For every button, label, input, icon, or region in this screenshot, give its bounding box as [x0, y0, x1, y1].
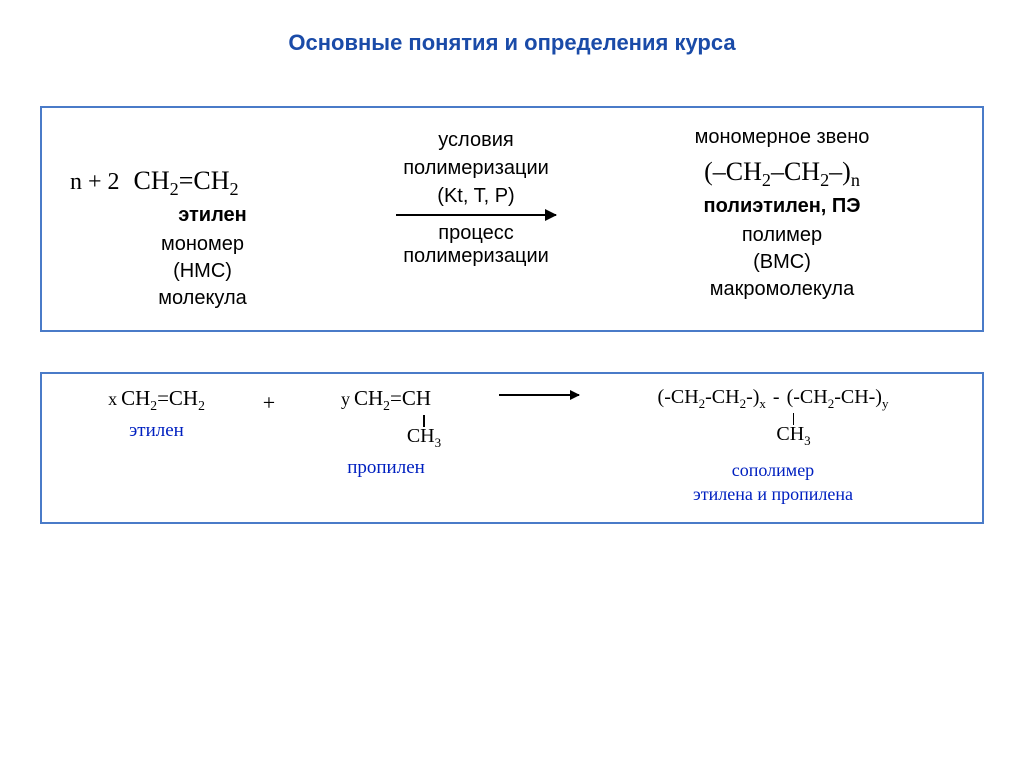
process-column: условияполимеризации(Kt, T, P) процесспо…	[323, 126, 629, 268]
ethylene-formula: CH2=CH2	[134, 166, 239, 200]
copolymer-product-col: (-CH2-CH2-)x - (-CH2-CH-)y CH3 сополимер…	[593, 386, 953, 506]
reaction-arrow2	[499, 394, 579, 396]
product-name: полиэтилен, ПЭ	[629, 195, 935, 218]
propylene-col: yCH2=CH CH3 пропилен	[287, 386, 485, 479]
reactant-column: n + 2 CH2=CH2 этилен мономер(HMC)молекул…	[62, 126, 323, 312]
product-column: мономерное звено (–CH2–CH2–)n полиэтилен…	[629, 126, 935, 303]
ethylene-formula2: xCH2=CH2	[62, 386, 251, 414]
ethylene-col2: xCH2=CH2 этилен	[62, 386, 251, 442]
arrow-col2	[485, 386, 593, 396]
propylene-ch3: CH3	[379, 425, 469, 451]
copolymer-ch3: CH3	[764, 423, 824, 449]
product-desc: полимер(BMC)макромолекула	[629, 222, 935, 303]
copolymer-structure: (-CH2-CH2-)x - (-CH2-CH-)y CH3	[658, 386, 889, 449]
monomer-unit-label: мономерное звено	[629, 126, 935, 149]
reaction-arrow	[396, 214, 556, 216]
copolymer-formula: (-CH2-CH2-)x - (-CH2-CH-)y	[658, 386, 889, 412]
conditions-text: условияполимеризации(Kt, T, P)	[323, 126, 629, 210]
copolymer-diagram: xCH2=CH2 этилен + yCH2=CH CH3 пропилен (…	[40, 372, 984, 524]
propylene-label: пропилен	[287, 457, 485, 479]
reactant-coef: n + 2	[70, 169, 120, 196]
reactant-desc: мономер(HMC)молекула	[62, 231, 323, 312]
reactant-formula-row: n + 2 CH2=CH2	[62, 166, 323, 200]
plus-sign: +	[251, 386, 287, 416]
copolymer-row: xCH2=CH2 этилен + yCH2=CH CH3 пропилен (…	[62, 386, 962, 506]
propylene-top: CH2=CH	[354, 386, 431, 410]
polyethylene-formula: (–CH2–CH2–)n	[704, 157, 860, 186]
polymerization-diagram: n + 2 CH2=CH2 этилен мономер(HMC)молекул…	[40, 106, 984, 332]
page-title: Основные понятия и определения курса	[40, 30, 984, 56]
reactant-name: этилен	[62, 204, 323, 227]
coef-y: y	[341, 389, 350, 409]
coef-x: x	[108, 389, 117, 409]
process-text: процессполимеризации	[323, 222, 629, 268]
copolymer-label: сополимерэтилена и пропилена	[593, 459, 953, 506]
ethylene-label2: этилен	[62, 420, 251, 442]
propylene-structure: yCH2=CH CH3	[341, 386, 431, 451]
